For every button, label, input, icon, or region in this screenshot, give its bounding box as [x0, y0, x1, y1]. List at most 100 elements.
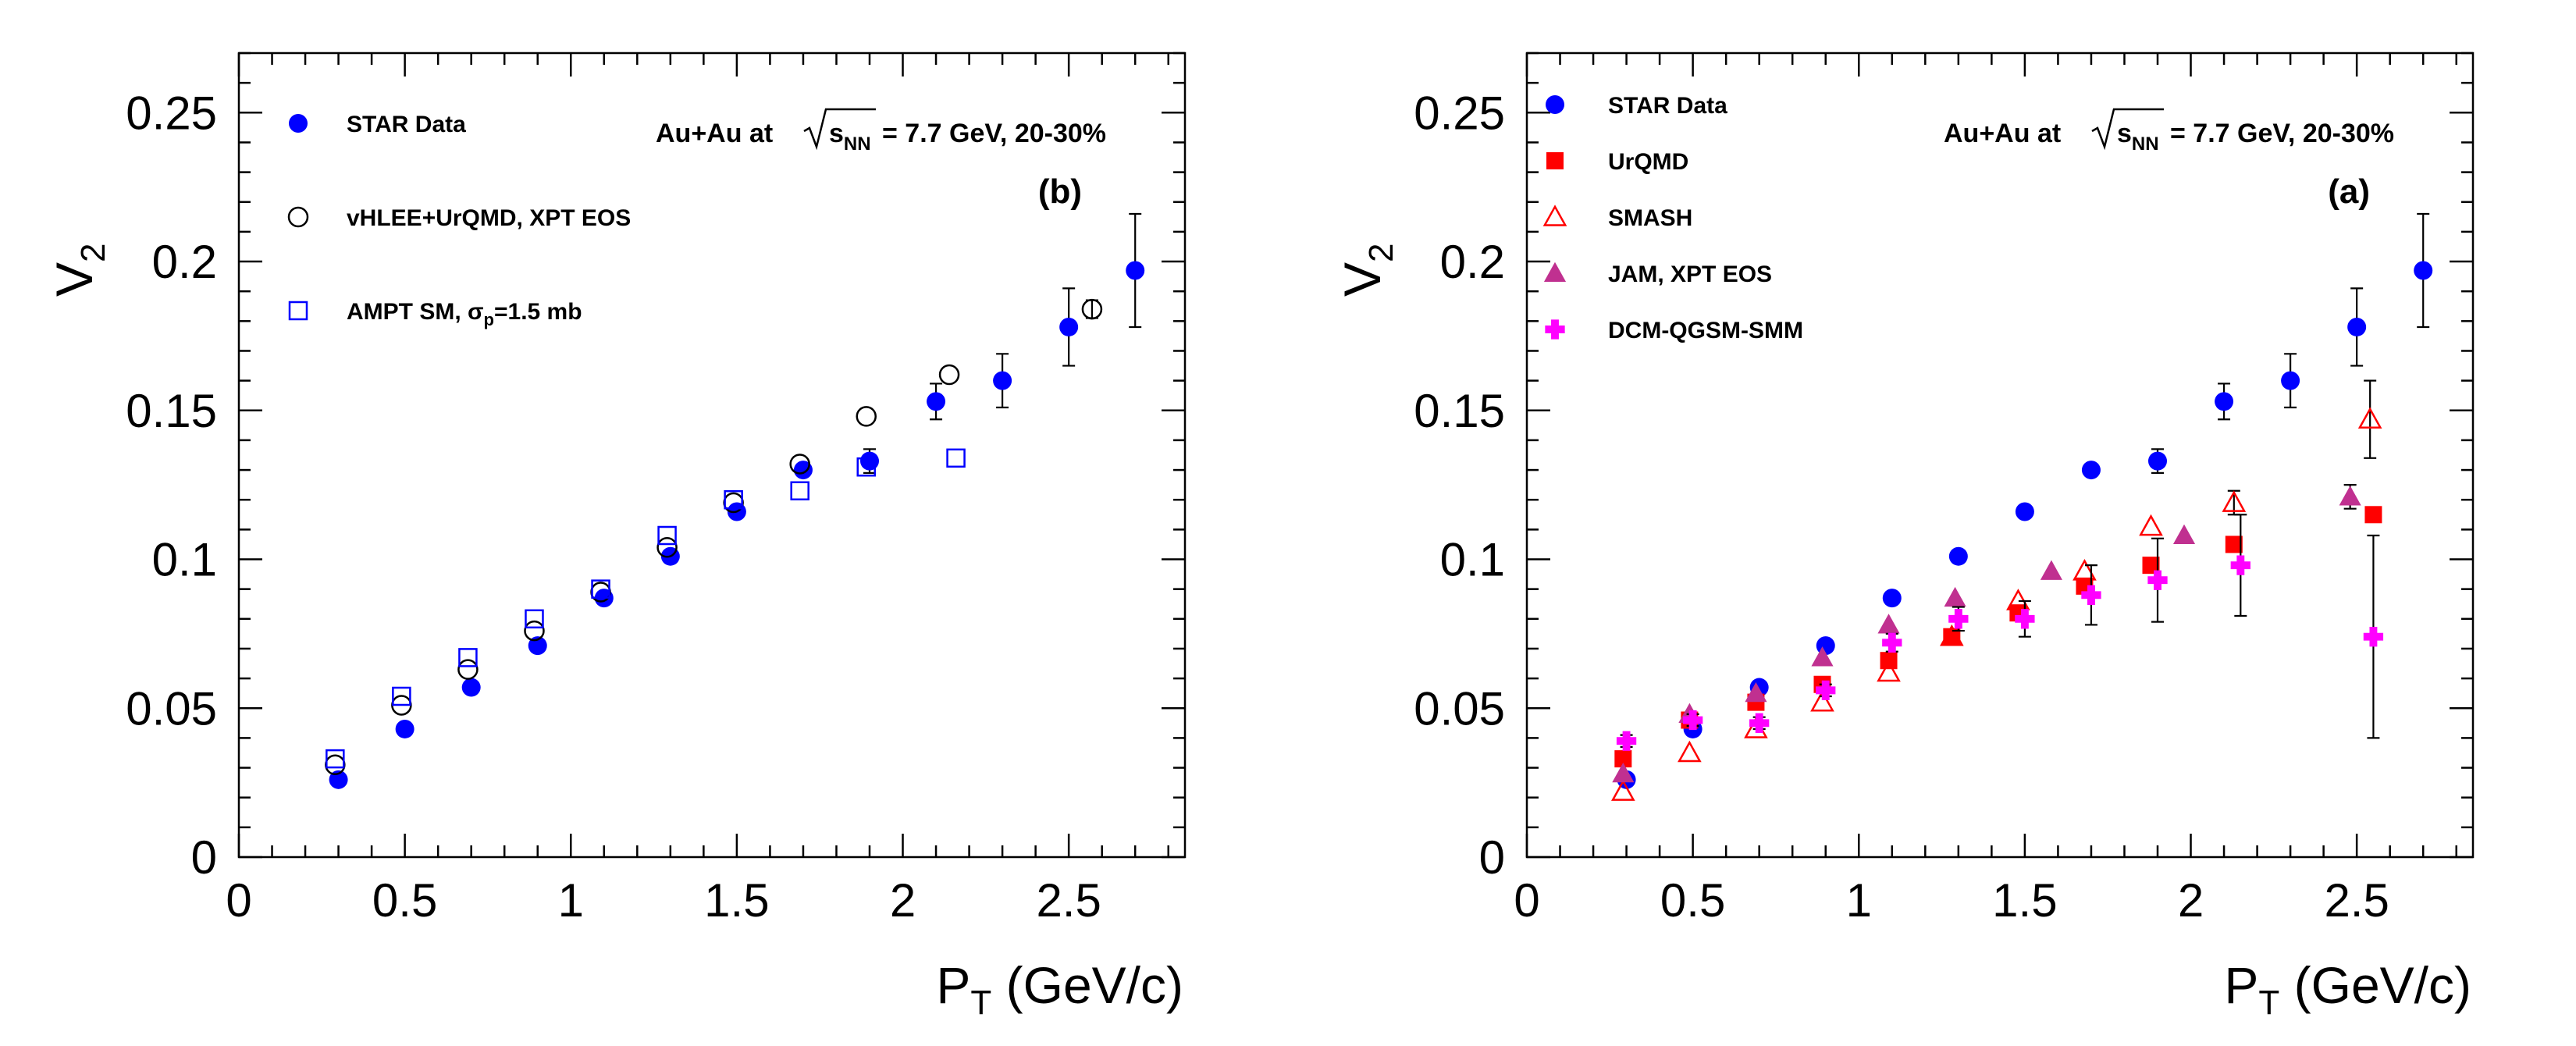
data-point [2347, 317, 2367, 336]
y-tick-label: 0.05 [126, 682, 217, 735]
y-tick-label: 0 [1479, 831, 1505, 884]
legend-marker [289, 114, 308, 133]
data-point [856, 457, 876, 477]
plot-frame-a [1525, 52, 2475, 859]
annotation-suffix: = 7.7 GeV, 20-30% [2170, 119, 2394, 148]
data-point [392, 686, 411, 706]
data-point [1811, 646, 1834, 667]
ticks-b [237, 52, 1185, 859]
chart-panel-a: 0 0.5 1 1.5 2 2.5 0 0.05 0.1 0.15 0.2 0.25 PT (GeV/c… [1288, 0, 2576, 1046]
data-point [1745, 681, 1767, 703]
data-point [1877, 614, 1900, 634]
data-point [1944, 586, 1966, 607]
x-tick-label: 0 [226, 874, 251, 927]
tick-labels-a: 0 0.5 1 1.5 2 2.5 0 0.05 0.1 0.15 0.2 0.25 [1414, 87, 2389, 927]
data-point [790, 481, 809, 501]
annotation-suffix: = 7.7 GeV, 20-30% [882, 119, 1106, 148]
data-point [2081, 461, 2101, 480]
legend-marker [1546, 95, 1564, 114]
legend-item: vHLEE+UrQMD, XPT EOS [287, 205, 631, 231]
data-point [1678, 740, 1702, 763]
x-tick-label: 1 [558, 874, 584, 927]
data-point [457, 659, 479, 680]
series-urqmd [1614, 506, 2382, 768]
data-point [2364, 506, 2382, 524]
x-tick-label: 2 [890, 874, 916, 927]
x-tick-label: 1.5 [1992, 874, 2057, 927]
legend-marker [1545, 319, 1565, 340]
legend-item: JAM, XPT EOS [1543, 262, 1772, 287]
series-dcm-qgsm-smm [1616, 514, 2384, 751]
data-point [2081, 585, 2101, 605]
annotation-prefix: Au+Au at [1944, 119, 2061, 148]
legend-label: AMPT SM, σp=1.5 mb [347, 299, 582, 329]
y-tick-label: 0.15 [126, 385, 217, 437]
energy-annotation-b: Au+Au at sNN = 7.7 GeV, 20-30% [656, 108, 1106, 155]
data-point [2339, 486, 2361, 506]
legend-label: SMASH [1608, 205, 1692, 231]
data-point [2040, 560, 2062, 580]
x-tick-label: 1.5 [704, 874, 769, 927]
legend-marker [1543, 262, 1567, 283]
series-star-data [1617, 212, 2433, 789]
sqrt-symbol [2091, 108, 2164, 151]
data-point [2147, 570, 2168, 590]
data-point [1816, 680, 1836, 701]
data-point [458, 648, 478, 667]
y-tick-label: 0.15 [1414, 385, 1505, 437]
data-point [2172, 524, 2196, 545]
x-axis-title: PT (GeV/c) [2224, 956, 2471, 1022]
data-point [793, 461, 813, 480]
y-tick-label: 0.1 [1440, 534, 1505, 586]
data-point [724, 489, 743, 510]
legend-item: SMASH [1542, 205, 1692, 231]
data-point [2015, 609, 2035, 629]
annotation-prefix: Au+Au at [656, 119, 773, 148]
y-tick-label: 0.25 [1414, 87, 1505, 139]
data-point [946, 448, 966, 468]
data-point [657, 525, 677, 546]
data-point [2357, 407, 2382, 429]
data-point [1682, 710, 1703, 731]
data-point [1882, 589, 1902, 608]
legend-marker [1546, 152, 1564, 169]
data-point [395, 719, 415, 738]
x-tick-label: 2 [2178, 874, 2204, 927]
data-point [789, 454, 810, 475]
energy-annotation-a: Au+Au at sNN = 7.7 GeV, 20-30% [1944, 108, 2394, 155]
legend-label: STAR Data [1608, 93, 1727, 119]
y-axis-title: V2 [45, 243, 112, 297]
data-point [1948, 609, 1969, 629]
data-point [1126, 261, 1145, 280]
legend-b: STAR Data vHLEE+UrQMD, XPT EOS AMPT SM, σp… [287, 112, 631, 329]
x-tick-label: 1 [1846, 874, 1872, 927]
data-point [2148, 451, 2167, 471]
y-tick-label: 0.25 [126, 87, 217, 139]
x-axis-title: PT (GeV/c) [936, 956, 1183, 1022]
data-point [2230, 555, 2250, 575]
panel-label-a: (a) [2328, 173, 2370, 211]
data-point [524, 620, 545, 642]
plot-frame-b [237, 52, 1187, 859]
legend-item: DCM-QGSM-SMM [1545, 318, 1803, 343]
data-point [1611, 779, 1635, 801]
data-point [1940, 624, 1964, 646]
x-tick-label: 0 [1514, 874, 1539, 927]
data-point [2363, 627, 2384, 647]
series-jam-xpt-eos [1612, 484, 2361, 783]
data-point [860, 451, 879, 471]
data-point [1948, 546, 1968, 566]
data-point [1059, 317, 1079, 336]
y-tick-label: 0.1 [152, 534, 217, 586]
legend-label: JAM, XPT EOS [1608, 262, 1772, 287]
data-point [1877, 660, 1901, 682]
data-point [2142, 557, 2160, 575]
data-point [2414, 261, 2433, 280]
annotation-root: sNN [829, 119, 871, 155]
legend-marker [1542, 205, 1567, 226]
data-point [1081, 298, 1103, 320]
series-smash [1611, 379, 2382, 801]
data-point [1882, 632, 1902, 653]
legend-marker [288, 301, 308, 321]
data-point [591, 579, 610, 599]
